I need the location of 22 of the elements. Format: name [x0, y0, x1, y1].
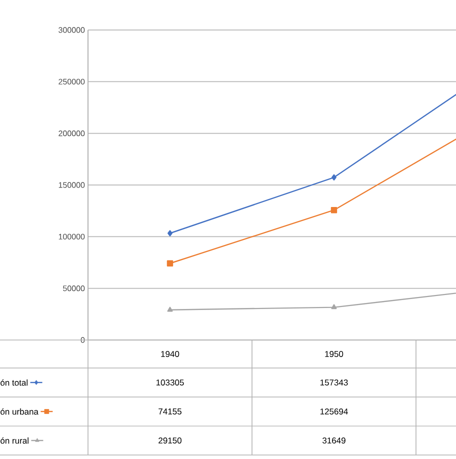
data-label: 31649: [322, 437, 346, 444]
x-tick-label: 1940: [161, 350, 180, 357]
legend-label: ón rural: [0, 437, 28, 444]
legend-label: ón total: [0, 379, 28, 386]
data-label: 74155: [158, 408, 182, 414]
y-tick-label: 200000: [58, 130, 85, 136]
point: [168, 230, 172, 236]
data-label: 103305: [156, 379, 184, 386]
y-tick-label: 50000: [63, 286, 85, 292]
data-label: 157343: [320, 379, 348, 386]
y-tick-label: 250000: [58, 78, 85, 85]
data-label: 29150: [158, 437, 182, 444]
y-tick-label: 100000: [58, 234, 85, 240]
y-tick-label: 0: [80, 337, 85, 343]
data-label: 125694: [320, 408, 348, 414]
y-tick-label: 150000: [58, 182, 85, 188]
point: [332, 174, 336, 181]
legend-label: ón urbana: [0, 408, 38, 415]
point: [166, 260, 174, 266]
y-tick-label: 300000: [58, 27, 85, 33]
point: [330, 207, 338, 214]
x-tick-label: 1950: [325, 350, 344, 357]
